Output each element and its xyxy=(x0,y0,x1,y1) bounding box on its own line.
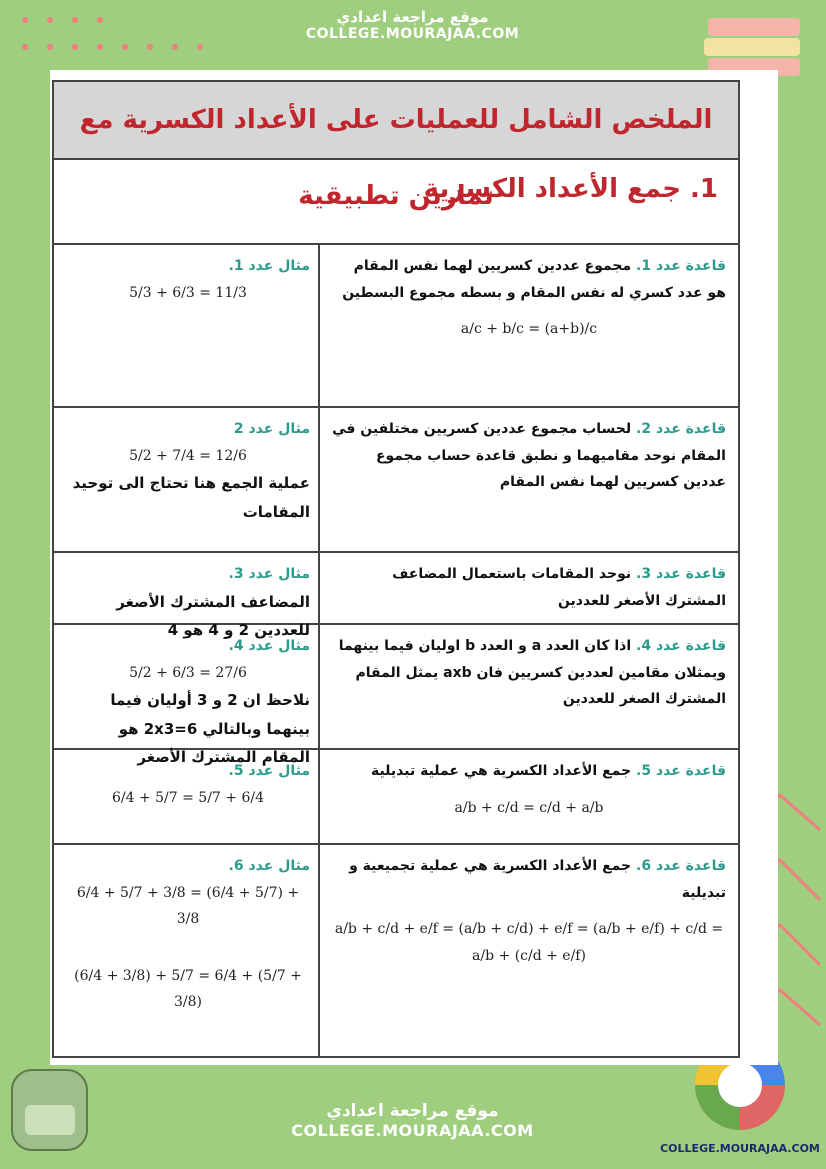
example-cell: مثال عدد 2 5/2 + 7/4 = 12/6 عملية الجمع هن… xyxy=(54,408,322,551)
example-formula: 6/4 + 5/7 + 3/8 = (6/4 + 5/7) + 3/8 xyxy=(76,884,300,928)
example-cell: مثال عدد 4. 5/2 + 6/3 = 27/6 نلاحظ ان 2 و … xyxy=(54,625,322,766)
rule-formula: a/c + b/c = (a+b)/c xyxy=(460,321,598,338)
header-tab: موقع مراجعة اعدادي COLLEGE.MOURAJAA.COM xyxy=(265,0,560,60)
rule-label: قاعدة عدد 3. xyxy=(636,566,726,582)
dots xyxy=(22,17,203,50)
rule-cell: قاعدة عدد 4. اذا كان العدد a و العدد b ا… xyxy=(318,625,738,748)
example-formula: 5/3 + 6/3 = 11/3 xyxy=(129,284,247,301)
example-label: مثال عدد 6. xyxy=(228,858,310,874)
rule-text: جمع الأعداد الكسرية هي عملية تجميعية و ت… xyxy=(349,858,726,901)
rule-label: قاعدة عدد 2. xyxy=(636,421,726,437)
rule-formula: a/b + c/d + e/f = (a/b + c/d) + e/f = (a… xyxy=(334,921,724,964)
example-note: المضاعف المشترك الأصغر للعددين 2 و 4 هو … xyxy=(116,592,310,640)
books-icon xyxy=(704,18,800,76)
example-label: مثال عدد 4. xyxy=(228,638,310,654)
footer-tab: موقع مراجعة اعدادي COLLEGE.MOURAJAA.COM xyxy=(270,1075,555,1169)
site-name: موقع مراجعة اعدادي xyxy=(326,1101,499,1121)
example-label: مثال عدد 3. xyxy=(228,566,310,582)
rule-label: قاعدة عدد 5. xyxy=(636,763,726,779)
example-cell: مثال عدد 3. المضاعف المشترك الأصغر للعددي… xyxy=(54,553,322,639)
table-row: قاعدة عدد 1. مجموع عددين كسريين لهما نفس… xyxy=(52,245,740,408)
table-row: قاعدة عدد 6. جمع الأعداد الكسرية هي عملي… xyxy=(52,845,740,1058)
site-url: COLLEGE.MOURAJAA.COM xyxy=(291,1121,534,1140)
rule-cell: قاعدة عدد 5. جمع الأعداد الكسرية هي عملي… xyxy=(318,750,738,843)
rule-text: جمع الأعداد الكسرية هي عملية تبديلية xyxy=(370,763,632,779)
backpack-icon xyxy=(11,1069,88,1151)
example-note: نلاحظ ان 2 و 3 أوليان فيما بينهما وبالتا… xyxy=(110,691,310,767)
example-formula: 5/2 + 6/3 = 27/6 xyxy=(129,664,247,681)
rule-formula: a/b + c/d = c/d + a/b xyxy=(454,799,604,816)
table-row: قاعدة عدد 5. جمع الأعداد الكسرية هي عملي… xyxy=(52,750,740,845)
rule-cell: قاعدة عدد 6. جمع الأعداد الكسرية هي عملي… xyxy=(318,845,738,1056)
rule-text: اذا كان العدد a و العدد b اوليان فيما بي… xyxy=(338,638,726,708)
example-label: مثال عدد 2 xyxy=(233,421,310,437)
example-formula: 5/2 + 7/4 = 12/6 xyxy=(129,447,247,464)
rule-cell: قاعدة عدد 3. نوحد المقامات باستعمال المض… xyxy=(318,553,738,623)
example-formula: (6/4 + 3/8) + 5/7 = 6/4 + (5/7 + 3/8) xyxy=(74,967,302,1011)
example-note: عملية الجمع هنا تحتاج الى توحيد المقامات xyxy=(72,474,310,521)
site-url: COLLEGE.MOURAJAA.COM xyxy=(305,26,520,42)
sheet xyxy=(50,70,778,1065)
rule-text: مجموع عددين كسريين لهما نفس المقام هو عد… xyxy=(342,258,726,301)
rule-label: قاعدة عدد 1. xyxy=(636,258,726,274)
rule-label: قاعدة عدد 6. xyxy=(636,858,726,874)
example-label: مثال عدد 5. xyxy=(228,763,310,779)
example-formula: 6/4 + 5/7 = 5/7 + 6/4 xyxy=(111,789,265,806)
rule-text: لحساب مجموع عددين كسريين مختلفين في المق… xyxy=(332,421,726,491)
rule-text: نوحد المقامات باستعمال المضاعف المشترك ا… xyxy=(392,566,726,609)
rule-label: قاعدة عدد 4. xyxy=(636,638,726,654)
example-cell: مثال عدد 5. 6/4 + 5/7 = 5/7 + 6/4 xyxy=(54,750,322,843)
title: الملخص الشامل للعمليات على الأعداد الكسر… xyxy=(52,80,740,211)
table-row: قاعدة عدد 3. نوحد المقامات باستعمال المض… xyxy=(52,553,740,639)
site-name: موقع مراجعة اعدادي xyxy=(336,8,489,26)
table-row: قاعدة عدد 4. اذا كان العدد a و العدد b ا… xyxy=(52,625,740,766)
example-cell: مثال عدد 1. 5/3 + 6/3 = 11/3 xyxy=(54,245,322,406)
rule-cell: قاعدة عدد 1. مجموع عددين كسريين لهما نفس… xyxy=(318,245,738,406)
example-label: مثال عدد 1. xyxy=(228,258,310,274)
rule-cell: قاعدة عدد 2. لحساب مجموع عددين كسريين مخ… xyxy=(318,408,738,551)
section-heading: 1. جمع الأعداد الكسرية xyxy=(52,160,740,245)
example-cell: مثال عدد 6. 6/4 + 5/7 + 3/8 = (6/4 + 5/7)… xyxy=(54,845,322,1056)
table-row: قاعدة عدد 2. لحساب مجموع عددين كسريين مخ… xyxy=(52,408,740,553)
logo-text: COLLEGE.MOURAJAA.COM xyxy=(660,1142,820,1155)
